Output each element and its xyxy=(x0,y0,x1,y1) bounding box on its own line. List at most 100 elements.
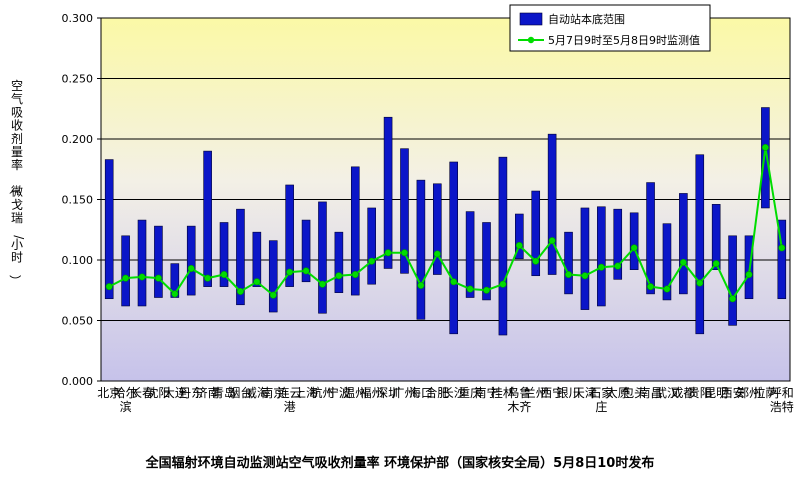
legend-swatch-range xyxy=(519,12,543,26)
y-axis-label: 空气吸收剂量率（微戈瑞/小时） xyxy=(8,79,26,287)
measured-point xyxy=(515,241,523,249)
category-label: 郑州 xyxy=(737,385,761,400)
range-bar xyxy=(137,219,147,307)
range-bar xyxy=(662,223,672,301)
range-bar xyxy=(334,231,344,293)
measured-point xyxy=(105,283,113,291)
measured-point xyxy=(663,285,671,293)
range-bar xyxy=(252,231,262,287)
range-bar xyxy=(498,156,508,336)
measured-point xyxy=(204,274,212,282)
range-bar xyxy=(170,263,180,298)
range-bar xyxy=(154,225,163,298)
range-bar xyxy=(613,208,623,280)
category-label: 北京 xyxy=(97,386,121,400)
y-tick-label: 0.250 xyxy=(62,73,94,86)
range-bar xyxy=(285,184,294,287)
range-bar xyxy=(432,183,442,275)
measured-point xyxy=(597,263,605,271)
category-label: 长春 xyxy=(130,386,154,400)
measured-point xyxy=(236,287,244,295)
measured-point xyxy=(286,268,294,276)
category-label: 宁波 xyxy=(327,385,351,400)
measured-point xyxy=(220,271,228,279)
measured-point xyxy=(548,237,556,245)
range-bars xyxy=(104,107,787,336)
legend-label-range: 自动站本底范围 xyxy=(548,12,625,26)
measured-point xyxy=(302,267,310,275)
measured-point xyxy=(581,272,589,280)
category-label: 包头 xyxy=(622,386,646,400)
category-label: 成都 xyxy=(671,386,695,400)
range-bar xyxy=(367,207,376,285)
legend: 自动站本底范围 5月7日9时至5月8日9时监测值 xyxy=(509,4,711,52)
range-bar xyxy=(531,190,541,277)
category-label: 青岛 xyxy=(212,385,236,400)
measured-point xyxy=(253,278,261,286)
range-bar xyxy=(629,212,639,270)
measured-point xyxy=(450,278,458,286)
measured-point xyxy=(417,281,425,289)
measured-point xyxy=(679,258,687,266)
category-label: 乌鲁木齐 xyxy=(507,385,531,414)
category-label: 大连 xyxy=(163,385,187,400)
range-bar xyxy=(580,207,590,310)
category-label: 拉萨 xyxy=(753,385,777,400)
category-label: 深圳 xyxy=(376,386,400,400)
measured-point xyxy=(532,257,540,265)
category-labels: 北京哈尔滨长春沈阳大连丹东济南青岛烟台威海南京连云港上海杭州宁波温州福州深圳广州… xyxy=(97,385,794,414)
range-bar xyxy=(695,154,705,335)
range-bar xyxy=(400,148,409,274)
range-bar xyxy=(268,240,278,313)
category-label: 温州 xyxy=(343,386,367,400)
y-tick-label: 0.150 xyxy=(62,194,94,207)
category-label: 石家庄 xyxy=(589,385,613,414)
measured-point xyxy=(499,280,507,288)
category-label: 海口 xyxy=(409,385,433,400)
range-bar xyxy=(236,208,245,306)
category-label: 上海 xyxy=(294,385,318,400)
range-bar xyxy=(679,193,688,295)
y-tick-label: 0.300 xyxy=(62,12,94,25)
measured-point xyxy=(351,271,359,279)
measured-point xyxy=(778,244,786,252)
range-bar xyxy=(597,206,606,307)
category-label: 昆明 xyxy=(704,386,728,400)
legend-swatch-dot xyxy=(527,36,535,44)
measured-point xyxy=(565,271,573,279)
measured-point xyxy=(171,290,179,298)
category-label: 呼和浩特 xyxy=(770,386,794,414)
range-bar xyxy=(711,204,721,270)
measured-line xyxy=(105,143,786,303)
measured-point xyxy=(384,249,392,257)
measured-point xyxy=(761,143,769,151)
category-label: 太原 xyxy=(606,385,630,400)
category-label: 长沙 xyxy=(442,386,466,400)
category-label: 合肥 xyxy=(425,385,449,400)
category-label: 广州 xyxy=(392,386,416,400)
measured-point xyxy=(433,250,441,258)
range-bar xyxy=(104,159,114,300)
range-bar xyxy=(383,116,393,269)
y-tick-label: 0.100 xyxy=(62,254,94,267)
measured-point xyxy=(647,283,655,291)
category-label: 哈尔滨 xyxy=(114,385,138,414)
category-label: 南昌 xyxy=(639,385,663,400)
category-label: 天津 xyxy=(573,386,597,400)
range-bar xyxy=(728,235,737,326)
range-bar xyxy=(350,166,360,296)
category-label: 福州 xyxy=(360,385,384,400)
range-bar xyxy=(515,213,524,260)
chart-caption: 全国辐射环境自动监测站空气吸收剂量率 环境保护部（国家核安全局）5月8日10时发… xyxy=(145,456,655,471)
category-label: 丹东 xyxy=(179,386,203,400)
category-label: 兰州 xyxy=(524,386,548,400)
measured-point xyxy=(269,291,277,299)
category-label: 杭州 xyxy=(310,385,334,400)
range-bar xyxy=(777,219,787,300)
range-bar xyxy=(219,222,229,287)
category-label: 南宁 xyxy=(475,385,499,400)
category-label: 贵阳 xyxy=(688,386,712,400)
category-label: 烟台 xyxy=(228,385,252,400)
measured-point xyxy=(138,273,146,281)
